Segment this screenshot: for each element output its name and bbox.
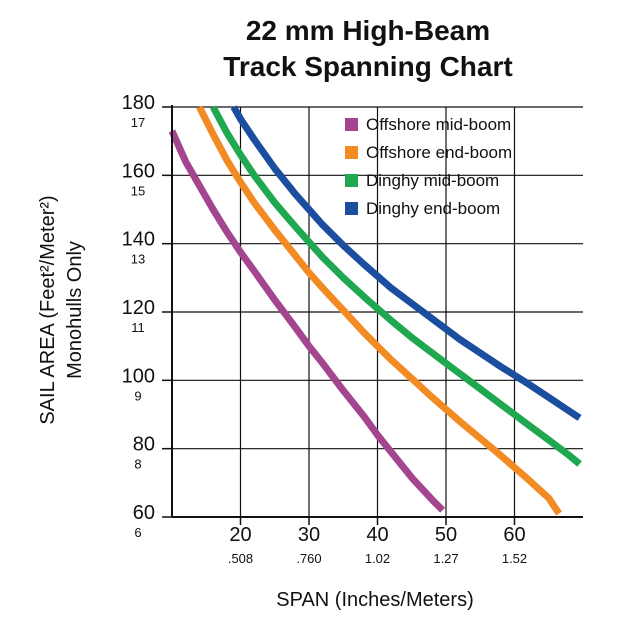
x-tick-label: 20 (229, 524, 251, 546)
x-tick-label: 40 (366, 524, 388, 546)
y-tick-sublabel: 8 (134, 457, 141, 472)
axes (162, 105, 583, 525)
x-tick-label: 60 (503, 524, 525, 546)
y-axis-sublabel: Monohulls Only (64, 241, 86, 379)
series-line (230, 105, 582, 421)
y-tick-sublabel: 9 (134, 388, 141, 403)
series-line (168, 129, 446, 513)
x-tick-labels: 20 .508 30 .760 40 1.02 50 1.27 60 1.52 (228, 524, 527, 566)
series-line (210, 105, 582, 467)
x-tick-sublabel: .760 (296, 551, 321, 566)
x-tick-sublabel: 1.02 (365, 551, 390, 566)
y-tick-sublabel: 13 (131, 252, 145, 267)
series-lines (168, 105, 582, 516)
legend-label: Offshore end-boom (366, 143, 512, 162)
y-tick-label: 80 (133, 434, 155, 456)
x-tick-label: 50 (435, 524, 457, 546)
x-tick-sublabel: .508 (228, 551, 253, 566)
series-line (196, 105, 562, 516)
x-tick-sublabel: 1.27 (433, 551, 458, 566)
y-tick-label: 140 (122, 229, 155, 251)
legend-swatch (345, 202, 358, 215)
legend-swatch (345, 174, 358, 187)
x-tick-label: 30 (298, 524, 320, 546)
legend-label: Offshore mid-boom (366, 115, 511, 134)
y-tick-label: 100 (122, 365, 155, 387)
y-tick-label: 160 (122, 160, 155, 182)
y-tick-sublabel: 17 (131, 115, 145, 130)
y-tick-label: 120 (122, 297, 155, 319)
legend-swatch (345, 118, 358, 131)
legend-swatch (345, 146, 358, 159)
y-axis-label: SAIL AREA (Feet²/Meter²) (37, 195, 59, 424)
y-tick-sublabel: 11 (131, 320, 145, 335)
legend-label: Dinghy mid-boom (366, 171, 499, 190)
y-tick-label: 60 (133, 502, 155, 524)
chart-subtitle: Track Spanning Chart (223, 51, 512, 82)
x-axis-label: SPAN (Inches/Meters) (276, 589, 473, 611)
y-tick-sublabel: 15 (131, 183, 145, 198)
y-tick-sublabel: 6 (134, 525, 141, 540)
legend: Offshore mid-boom Offshore end-boom Dinghy… (345, 115, 512, 218)
y-tick-label: 180 (122, 92, 155, 114)
legend-label: Dinghy end-boom (366, 199, 500, 218)
x-tick-sublabel: 1.52 (502, 551, 527, 566)
chart-title: 22 mm High-Beam (246, 15, 490, 46)
